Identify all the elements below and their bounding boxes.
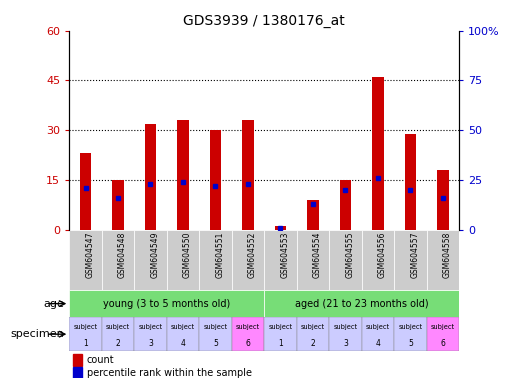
Text: subject: subject xyxy=(301,324,325,330)
Text: GSM604547: GSM604547 xyxy=(86,232,94,278)
Bar xyxy=(427,317,459,351)
Bar xyxy=(167,317,199,351)
Bar xyxy=(167,230,199,290)
Text: GSM604548: GSM604548 xyxy=(118,232,127,278)
Bar xyxy=(102,230,134,290)
Bar xyxy=(437,170,448,230)
Text: GSM604550: GSM604550 xyxy=(183,232,192,278)
Bar xyxy=(362,317,394,351)
Text: GSM604554: GSM604554 xyxy=(313,232,322,278)
Text: percentile rank within the sample: percentile rank within the sample xyxy=(87,368,252,378)
Text: 3: 3 xyxy=(343,339,348,348)
Bar xyxy=(275,227,286,230)
Text: 4: 4 xyxy=(376,339,380,348)
Text: subject: subject xyxy=(171,324,195,330)
Text: subject: subject xyxy=(268,324,292,330)
Bar xyxy=(69,317,102,351)
Text: subject: subject xyxy=(73,324,97,330)
Bar xyxy=(199,230,232,290)
Text: 5: 5 xyxy=(408,339,413,348)
Text: GSM604558: GSM604558 xyxy=(443,232,452,278)
Title: GDS3939 / 1380176_at: GDS3939 / 1380176_at xyxy=(183,14,345,28)
Bar xyxy=(112,180,124,230)
Bar xyxy=(80,154,91,230)
Bar xyxy=(264,290,459,317)
Text: 4: 4 xyxy=(181,339,185,348)
Bar xyxy=(177,120,189,230)
Text: subject: subject xyxy=(203,324,228,330)
Bar xyxy=(242,120,253,230)
Text: young (3 to 5 months old): young (3 to 5 months old) xyxy=(103,299,230,309)
Text: GSM604553: GSM604553 xyxy=(281,232,289,278)
Text: 1: 1 xyxy=(278,339,283,348)
Text: GSM604552: GSM604552 xyxy=(248,232,257,278)
Text: GSM604556: GSM604556 xyxy=(378,232,387,278)
Text: subject: subject xyxy=(236,324,260,330)
Bar xyxy=(145,124,156,230)
Bar xyxy=(73,367,82,380)
Text: 2: 2 xyxy=(310,339,315,348)
Text: subject: subject xyxy=(366,324,390,330)
Bar xyxy=(69,290,264,317)
Text: aged (21 to 23 months old): aged (21 to 23 months old) xyxy=(295,299,428,309)
Text: subject: subject xyxy=(106,324,130,330)
Bar xyxy=(134,317,167,351)
Bar xyxy=(297,317,329,351)
Bar xyxy=(394,230,427,290)
Bar xyxy=(405,134,416,230)
Text: 1: 1 xyxy=(83,339,88,348)
Text: GSM604549: GSM604549 xyxy=(150,232,160,278)
Text: 6: 6 xyxy=(246,339,250,348)
Text: 3: 3 xyxy=(148,339,153,348)
Bar xyxy=(134,230,167,290)
Bar xyxy=(73,354,82,366)
Bar xyxy=(362,230,394,290)
Text: GSM604555: GSM604555 xyxy=(345,232,354,278)
Bar xyxy=(307,200,319,230)
Bar xyxy=(329,230,362,290)
Text: 2: 2 xyxy=(115,339,121,348)
Bar xyxy=(329,317,362,351)
Text: 5: 5 xyxy=(213,339,218,348)
Bar xyxy=(264,230,297,290)
Text: 6: 6 xyxy=(441,339,445,348)
Text: age: age xyxy=(43,299,64,309)
Text: subject: subject xyxy=(139,324,163,330)
Text: subject: subject xyxy=(333,324,358,330)
Text: subject: subject xyxy=(431,324,455,330)
Bar xyxy=(394,317,427,351)
Bar xyxy=(340,180,351,230)
Bar xyxy=(264,317,297,351)
Text: count: count xyxy=(87,355,114,365)
Text: specimen: specimen xyxy=(10,329,64,339)
Bar xyxy=(297,230,329,290)
Bar xyxy=(210,130,221,230)
Bar xyxy=(232,230,264,290)
Bar xyxy=(427,230,459,290)
Bar xyxy=(199,317,232,351)
Bar xyxy=(69,230,102,290)
Text: GSM604557: GSM604557 xyxy=(410,232,420,278)
Bar xyxy=(232,317,264,351)
Bar xyxy=(102,317,134,351)
Bar xyxy=(372,77,384,230)
Text: subject: subject xyxy=(398,324,423,330)
Text: GSM604551: GSM604551 xyxy=(215,232,225,278)
